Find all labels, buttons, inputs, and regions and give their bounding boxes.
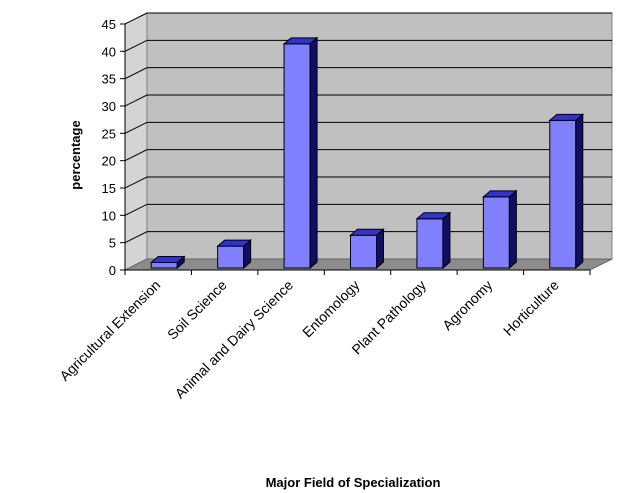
- axes: [120, 23, 591, 275]
- bar-top: [482, 190, 518, 198]
- y-tick-label: 40: [102, 44, 116, 59]
- bar-top: [349, 228, 385, 236]
- bar-side: [442, 211, 451, 270]
- side-wall: [124, 12, 148, 271]
- y-tick-label: 10: [102, 208, 116, 223]
- y-tick-label: 0: [109, 263, 116, 278]
- y-tick-label: 30: [102, 99, 116, 114]
- bar: [482, 196, 510, 269]
- bar: [416, 218, 444, 269]
- bar-top: [216, 239, 252, 247]
- x-tick-label: Animal and Dairy Science: [172, 277, 297, 402]
- bar-side: [376, 228, 384, 270]
- y-tick-label: 25: [102, 126, 116, 141]
- gridline: [124, 67, 612, 80]
- bar: [283, 43, 311, 269]
- gridline: [124, 39, 612, 52]
- bar-side: [575, 113, 584, 270]
- gridlines: [124, 12, 612, 244]
- bar-top: [282, 37, 319, 45]
- bar-top: [415, 212, 452, 220]
- y-tick-label: 45: [102, 17, 116, 32]
- x-tick-label: Horticulture: [500, 277, 562, 339]
- back-wall: [146, 12, 613, 260]
- bar-side: [508, 189, 517, 270]
- y-tick-label: 20: [102, 154, 116, 169]
- x-tick-labels: Agricultural Extension Soil ScienceAnimal…: [56, 277, 562, 402]
- bar-side: [309, 36, 318, 270]
- y-tick-label: 15: [102, 181, 116, 196]
- bar: [549, 119, 577, 269]
- bar: [350, 234, 377, 269]
- y-axis-title: percentage: [68, 120, 83, 189]
- bar: [217, 245, 245, 269]
- x-tick-label: Soil Science: [164, 277, 230, 343]
- y-tick-labels: 0 5 10 15 20 25 30 35 40 45: [102, 17, 116, 278]
- x-axis-title: Major Field of Specialization: [266, 475, 441, 490]
- y-tick-label: 5: [109, 236, 116, 251]
- bar-top: [548, 113, 585, 121]
- y-tick-label: 35: [102, 72, 116, 87]
- gridline: [124, 231, 612, 244]
- gridline: [124, 12, 612, 25]
- bars: [149, 36, 585, 270]
- gridline: [124, 149, 612, 162]
- gridline: [124, 203, 612, 216]
- x-tick-label: Agricultural Extension: [56, 277, 163, 384]
- x-tick-label: Entomology: [299, 277, 363, 341]
- bar: [150, 262, 178, 269]
- x-tick-label: Agronomy: [439, 277, 495, 333]
- chart-back-wall: [124, 12, 613, 271]
- gridline: [124, 94, 612, 107]
- gridline: [124, 121, 612, 134]
- bar-top: [149, 256, 186, 264]
- gridline: [124, 176, 612, 189]
